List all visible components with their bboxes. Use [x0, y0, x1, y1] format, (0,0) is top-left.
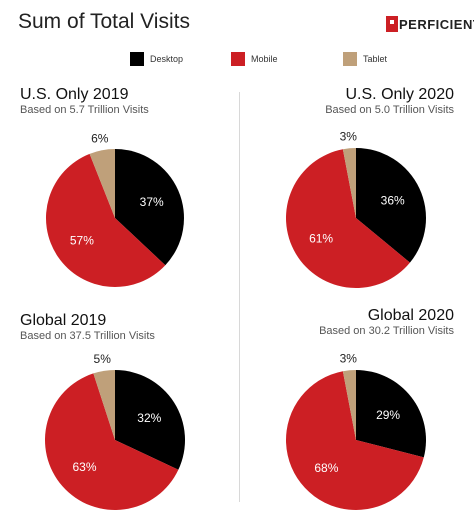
pie-slice-global-2020-mobile — [285, 371, 424, 510]
page-title: Sum of Total Visits — [18, 10, 190, 33]
legend-swatch-desktop — [130, 52, 144, 66]
logo-icon — [386, 16, 398, 32]
chart-subtitle-us-2020: Based on 5.0 Trillion Visits — [325, 104, 454, 116]
chart-subtitle-global-2019: Based on 37.5 Trillion Visits — [20, 330, 155, 342]
pie-label-us-2020-mobile: 61% — [309, 232, 333, 246]
pie-slice-us-2020-desktop — [356, 148, 427, 263]
pie-label-global-2020-desktop: 29% — [376, 408, 400, 422]
pie-label-us-2020-tablet: 3% — [340, 129, 358, 143]
pie-slice-global-2019-tablet — [93, 370, 115, 440]
pie-label-global-2020-tablet: 3% — [340, 351, 358, 365]
legend-label-desktop: Desktop — [150, 54, 184, 64]
legend-label-tablet: Tablet — [363, 54, 388, 64]
legend-item-mobile: Mobile — [231, 52, 278, 66]
pie-label-global-2020-mobile: 68% — [314, 461, 338, 475]
pie-slice-us-2020-mobile — [286, 149, 410, 288]
pie-slice-global-2020-desktop — [356, 370, 426, 458]
pie-slice-global-2020-tablet — [342, 370, 356, 440]
pie-slice-us-2020-tablet — [342, 148, 356, 218]
pie-label-us-2019-desktop: 37% — [140, 195, 164, 209]
pie-slice-us-2019-mobile — [45, 153, 166, 288]
pie-label-us-2019-tablet: 6% — [91, 131, 109, 145]
chart-subtitle-global-2020: Based on 30.2 Trillion Visits — [319, 325, 454, 337]
legend-swatch-tablet — [343, 52, 357, 66]
chart-title-us-2020: U.S. Only 2020 — [345, 86, 455, 103]
pie-label-global-2019-desktop: 32% — [137, 411, 161, 425]
legend-swatch-mobile — [231, 52, 245, 66]
legend-item-desktop: Desktop — [130, 52, 183, 66]
center-divider — [239, 92, 240, 502]
chart-title-us-2019: U.S. Only 2019 — [20, 86, 129, 103]
chart-subtitle-us-2019: Based on 5.7 Trillion Visits — [20, 104, 149, 116]
brand-logo: PERFICIENT — [386, 13, 474, 35]
pie-slice-global-2019-mobile — [44, 373, 179, 511]
pie-label-us-2019-mobile: 57% — [70, 234, 94, 248]
pie-label-us-2020-desktop: 36% — [381, 194, 405, 208]
pie-label-global-2019-tablet: 5% — [94, 352, 112, 366]
legend-item-tablet: Tablet — [343, 52, 387, 66]
chart-title-global-2020: Global 2020 — [367, 307, 454, 324]
logo-text: PERFICIENT — [399, 16, 474, 32]
pie-label-global-2019-mobile: 63% — [72, 460, 96, 474]
pie-slice-us-2019-desktop — [115, 149, 184, 266]
legend-label-mobile: Mobile — [251, 54, 278, 64]
chart-title-global-2019: Global 2019 — [20, 312, 107, 329]
pie-slice-us-2019-tablet — [89, 149, 115, 218]
pie-slice-global-2019-desktop — [115, 370, 185, 470]
